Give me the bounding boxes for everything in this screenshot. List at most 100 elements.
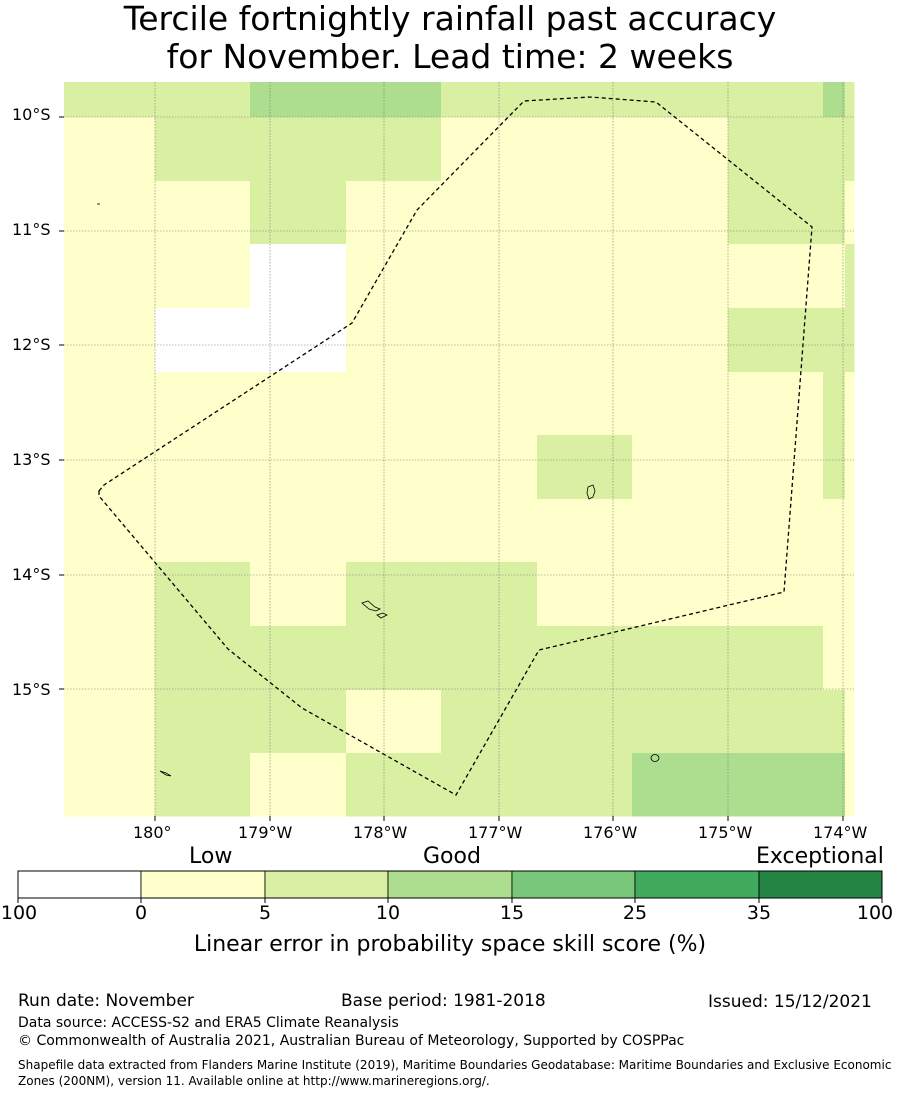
- island-west: [159, 770, 172, 777]
- grid-cell: [632, 499, 729, 563]
- colorbar-tick-100: 100: [856, 902, 894, 924]
- grid-cell: [537, 690, 633, 754]
- grid-cell: [632, 626, 729, 691]
- grid-cell: [845, 753, 855, 817]
- grid-cell: [845, 435, 855, 500]
- lon-label-180: 180°: [133, 823, 172, 842]
- grid-cell: [250, 308, 347, 373]
- grid-cell: [728, 308, 824, 373]
- grid-cell: [632, 82, 729, 118]
- grid-cell: [845, 690, 855, 754]
- tick-marks: [59, 116, 844, 821]
- grid-cell: [632, 562, 729, 627]
- colorbar-tick-0: 0: [134, 902, 148, 924]
- lon-label-177w: 177°W: [468, 823, 523, 842]
- eez-boundary: [98, 96, 813, 796]
- grid-cell: [441, 753, 538, 817]
- lat-label-15s: 15°S: [12, 680, 51, 699]
- skill-map: [59, 82, 855, 821]
- grid-cell: [537, 435, 633, 500]
- grid-cell: [845, 308, 855, 373]
- colorbar-segment: [387, 870, 513, 899]
- grid-cell: [728, 499, 824, 563]
- grid-cell: [64, 181, 156, 245]
- grid-cell: [845, 499, 855, 563]
- colorbar-tick-5: 5: [258, 902, 272, 924]
- grid-cell: [632, 181, 729, 245]
- lon-label-174w: 174°W: [813, 823, 868, 842]
- grid-cell: [728, 117, 824, 182]
- grid-cell: [155, 435, 251, 500]
- grid-cell: [441, 308, 538, 373]
- grid-cell: [441, 244, 538, 309]
- grid-cell: [537, 626, 633, 691]
- grid-cell: [346, 308, 442, 373]
- grid-cell: [64, 117, 156, 182]
- lon-label-179w: 179°W: [238, 823, 293, 842]
- grid-cell: [441, 690, 538, 754]
- island-savaii: [361, 600, 381, 612]
- lon-label-175w: 175°W: [698, 823, 753, 842]
- grid-cell: [155, 690, 251, 754]
- grid-cell: [155, 626, 251, 691]
- grid-cell: [728, 372, 824, 436]
- grid-cell: [64, 562, 156, 627]
- category-low: Low: [189, 844, 233, 869]
- grid-cell: [250, 82, 347, 118]
- grid-cell: [728, 690, 824, 754]
- grid-cell: [632, 753, 729, 817]
- lat-label-10s: 10°S: [12, 105, 51, 124]
- colorbar-tick-25: 25: [622, 902, 648, 924]
- grid-cell: [823, 82, 846, 118]
- grid-cell: [155, 753, 251, 817]
- grid-cell: [250, 117, 347, 182]
- grid-cell: [823, 753, 846, 817]
- grid-cell: [537, 244, 633, 309]
- grid-cells: [64, 82, 855, 817]
- grid-cell: [64, 244, 156, 309]
- title-line-2: for November. Lead time: 2 weeks: [166, 37, 734, 76]
- grid-cell: [845, 372, 855, 436]
- issued-date: Issued: 15/12/2021: [708, 992, 872, 1012]
- grid-cell: [823, 690, 846, 754]
- grid-cell: [250, 690, 347, 754]
- colorbar-tick-35: 35: [746, 902, 772, 924]
- grid-cell: [632, 372, 729, 436]
- grid-cell: [537, 308, 633, 373]
- grid-cell: [250, 753, 347, 817]
- grid-cell: [346, 372, 442, 436]
- grid-cell: [441, 372, 538, 436]
- grid-cell: [155, 308, 251, 373]
- colorbar-segment: [758, 870, 883, 899]
- grid-cell: [845, 244, 855, 309]
- grid-cell: [537, 372, 633, 436]
- grid-cell: [728, 562, 824, 627]
- colorbar-outline: [17, 870, 883, 899]
- grid-cell: [537, 753, 633, 817]
- grid-cell: [346, 117, 442, 182]
- shapefile-credit: Shapefile data extracted from Flanders M…: [18, 1058, 892, 1088]
- grid-cell: [155, 562, 251, 627]
- grid-cell: [537, 117, 633, 182]
- category-good: Good: [423, 844, 481, 869]
- grid-cell: [346, 626, 442, 691]
- lon-label-176w: 176°W: [583, 823, 638, 842]
- island-swains: [586, 484, 596, 500]
- lat-label-14s: 14°S: [12, 565, 51, 584]
- grid-cell: [845, 626, 855, 691]
- grid-cell: [845, 117, 855, 182]
- grid-cell: [155, 372, 251, 436]
- colorbar-tick-10: 10: [375, 902, 401, 924]
- grid-cell: [64, 372, 156, 436]
- grid-cell: [845, 82, 855, 118]
- grid-cell: [441, 181, 538, 245]
- colorbar-segment: [264, 870, 389, 899]
- grid-cell: [823, 372, 846, 436]
- island-upolu: [376, 612, 388, 619]
- grid-cell: [346, 181, 442, 245]
- grid-cell: [346, 244, 442, 309]
- data-source: Data source: ACCESS-S2 and ERA5 Climate …: [18, 1015, 399, 1031]
- chart-title: Tercile fortnightly rainfall past accura…: [0, 0, 900, 76]
- run-date: Run date: November: [18, 991, 194, 1011]
- grid-cell: [64, 690, 156, 754]
